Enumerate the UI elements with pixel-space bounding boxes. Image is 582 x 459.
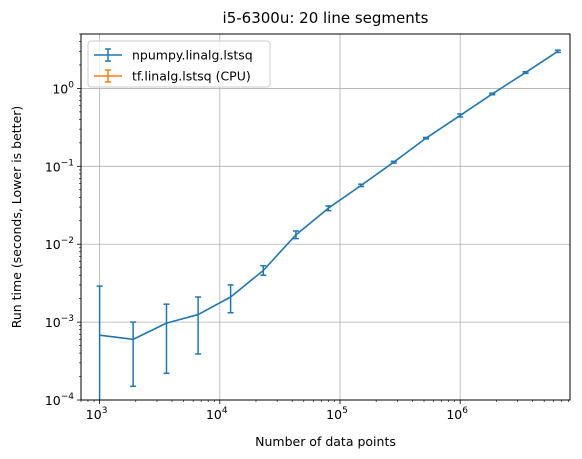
x-tick-exponent: 5 [342, 406, 348, 416]
x-tick-base: 10 [206, 407, 222, 422]
x-axis-label: Number of data points [255, 434, 396, 449]
y-tick-base: 10 [45, 315, 61, 330]
series-lines [99, 50, 559, 341]
y-tick-base: 10 [45, 237, 61, 252]
x-axis-ticks: 103 104 105 106 [80, 400, 570, 422]
y-tick-label: 10−3 [45, 314, 74, 330]
y-tick-label: 10−1 [45, 158, 74, 174]
x-tick-exponent: 4 [222, 406, 228, 416]
y-tick-exponent: −1 [61, 158, 74, 168]
x-tick-base: 10 [326, 407, 342, 422]
y-tick-base: 10 [52, 81, 68, 96]
x-tick-label: 103 [86, 406, 108, 422]
y-tick-base: 10 [45, 159, 61, 174]
y-tick-exponent: 0 [68, 80, 74, 90]
legend-label: tf.linalg.lstsq (CPU) [132, 69, 251, 84]
y-tick-label: 100 [52, 80, 74, 96]
legend: npumpy.linalg.lstsq tf.linalg.lstsq (CPU) [87, 40, 271, 88]
y-tick-exponent: −2 [61, 236, 74, 246]
x-tick-label: 105 [326, 406, 348, 422]
y-tick-exponent: −3 [61, 314, 74, 324]
x-tick-base: 10 [446, 407, 462, 422]
chart-title: i5-6300u: 20 line segments [223, 9, 429, 27]
y-tick-exponent: −4 [61, 392, 75, 402]
x-tick-exponent: 6 [462, 406, 468, 416]
legend-box [87, 40, 271, 88]
plot-frame [80, 33, 571, 401]
x-tick-label: 104 [206, 406, 228, 422]
y-tick-base: 10 [45, 393, 61, 408]
y-axis-label: Run time (seconds, Lower is better) [9, 106, 24, 329]
x-tick-exponent: 3 [102, 406, 108, 416]
y-tick-label: 10−4 [45, 392, 74, 408]
series-line [99, 50, 559, 341]
legend-label: npumpy.linalg.lstsq [132, 48, 253, 63]
y-tick-label: 10−2 [45, 236, 74, 252]
x-tick-label: 106 [446, 406, 468, 422]
x-tick-base: 10 [86, 407, 102, 422]
